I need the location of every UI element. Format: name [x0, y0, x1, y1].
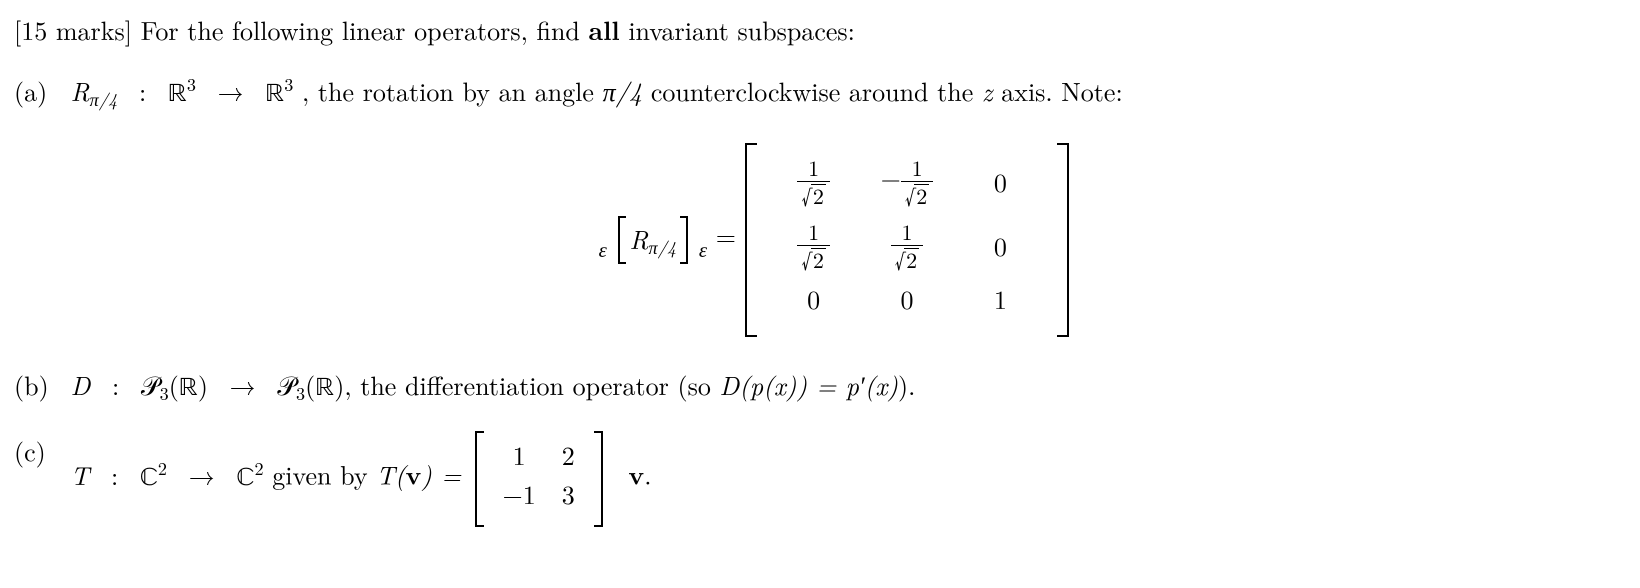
x-sym: x [774, 366, 786, 403]
domain-R3-1: ℝ [168, 82, 187, 108]
part-a-desc-1: , the rotation by an angle [302, 72, 603, 109]
part-b-math: D : 𝒫3(ℝ) → 𝒫3(ℝ) [71, 366, 345, 403]
field-C-1: ℂ [140, 466, 158, 492]
matrix2-table: 1 2 −1 3 [489, 435, 589, 514]
part-b-desc: , the differentiation operator (so [344, 366, 719, 403]
field-C-2: ℂ [236, 466, 254, 492]
R-symbol: Rπ/4 [618, 216, 689, 264]
space-sub-2: 3 [296, 380, 305, 406]
m23: 0 [957, 215, 1043, 277]
eps-left: ε [599, 239, 607, 262]
part-a-desc-3: axis. Note: [993, 72, 1123, 109]
m21-den: 2 [811, 248, 826, 271]
p-sym: p [750, 366, 763, 403]
matrix-3x3: 12 −12 0 12 12 0 [745, 143, 1070, 337]
axis-z: z [982, 72, 993, 109]
a11: 1 [491, 437, 548, 474]
D-of-p: D(p(x)) = p′(x) [720, 366, 898, 403]
prompt-line: [15 marks] For the following linear oper… [14, 10, 1640, 49]
part-a-desc-2: counterclockwise around the [642, 72, 982, 109]
T-sym: T [376, 456, 395, 493]
c-power-1: 2 [158, 455, 167, 481]
p-prime: p [846, 366, 859, 403]
part-c-label: (c) [14, 431, 62, 470]
matrix-display: ε Rπ/4 ε = 12 −12 0 [14, 143, 1640, 337]
part-b-closing: ). [898, 366, 915, 403]
prompt-text-1: For the following linear operators, find [132, 11, 589, 48]
bracket-right-icon [680, 216, 688, 264]
question-block: [15 marks] For the following linear oper… [14, 10, 1640, 527]
part-a-math: Rπ/4 : ℝ3 → ℝ3 [71, 72, 302, 109]
domain-R3-2: ℝ [265, 82, 284, 108]
m12: −12 [859, 151, 956, 213]
D-sym: D [720, 366, 740, 403]
bracket-Rpi4: Rπ/4 [618, 216, 689, 264]
part-c: (c) T : ℂ2 → ℂ2 given by T(v) = 1 2 −1 3 [14, 431, 1640, 527]
R-inside: R [630, 220, 649, 257]
a12: 2 [550, 437, 587, 474]
prime-sym: ′ [859, 366, 865, 403]
m12-neg: − [881, 159, 901, 196]
T-of-v: T(v) = [376, 456, 470, 493]
m21-num: 1 [797, 221, 830, 246]
m22-den: 2 [904, 248, 919, 271]
m12-den: 2 [914, 184, 929, 207]
marks-tag: [15 marks] [14, 11, 132, 48]
matrix-bracket-left-icon [745, 143, 757, 337]
part-a: (a) Rπ/4 : ℝ3 → ℝ3 , the rotation by an … [14, 71, 1640, 115]
m22: 12 [859, 215, 956, 277]
m32: 0 [859, 279, 956, 320]
bracket-left-icon [618, 216, 626, 264]
matrix2-bracket-left-icon [475, 431, 484, 527]
eps-right: ε [699, 239, 707, 262]
prompt-bold: all [589, 11, 620, 48]
field-R-1: ℝ [179, 376, 198, 402]
prompt-text-2: invariant subspaces: [620, 11, 855, 48]
m12-num: 1 [901, 157, 934, 182]
space-P-1: 𝒫 [141, 372, 160, 401]
m31: 0 [771, 279, 857, 320]
matrix2-bracket-right-icon [594, 431, 603, 527]
m33: 1 [957, 279, 1043, 320]
domain-power-2: 3 [284, 71, 293, 97]
part-b: (b) D : 𝒫3(ℝ) → 𝒫3(ℝ), the differentiati… [14, 365, 1640, 409]
R-inside-sub: π/4 [648, 235, 676, 260]
m13: 0 [957, 151, 1043, 213]
part-c-math: T : ℂ2 → ℂ2 [71, 456, 273, 493]
x-sym-2: x [875, 366, 887, 403]
operator-R: R [71, 72, 90, 109]
m22-num: 1 [891, 221, 924, 246]
matrix-bracket-right-icon [1057, 143, 1069, 337]
a21: −1 [491, 476, 548, 513]
v-lhs: v [406, 456, 422, 493]
m11: 12 [771, 151, 857, 213]
domain-power-1: 3 [187, 71, 196, 97]
equals: = [716, 217, 745, 254]
operator-T: T [71, 456, 90, 493]
m11-den: 2 [811, 184, 826, 207]
angle: π/4 [603, 72, 643, 109]
v-rhs: v [628, 456, 644, 493]
matrix-2x2: 1 2 −1 3 [475, 431, 603, 527]
part-b-label: (b) [14, 365, 62, 404]
operator-D: D [71, 366, 91, 403]
c-power-2: 2 [254, 455, 263, 481]
a22: 3 [550, 476, 587, 513]
space-P-2: 𝒫 [277, 372, 296, 401]
space-sub-1: 3 [160, 380, 169, 406]
operator-R-sub: π/4 [90, 87, 118, 112]
m21: 12 [771, 215, 857, 277]
matrix-table: 12 −12 0 12 12 0 [769, 149, 1046, 322]
part-a-label: (a) [14, 71, 62, 110]
field-R-2: ℝ [315, 376, 334, 402]
given-by: given by [272, 456, 376, 493]
m11-num: 1 [797, 157, 830, 182]
part-c-period: . [644, 456, 651, 493]
